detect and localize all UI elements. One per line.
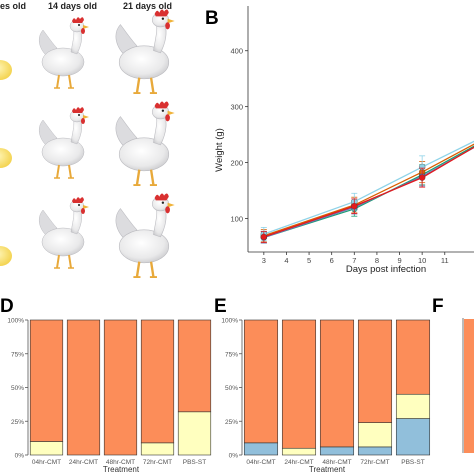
treatment-e-bar-segment: [319, 446, 355, 456]
weight-x-tick-label: 3: [262, 256, 266, 265]
weight-x-axis-label: Days post infection: [346, 264, 426, 275]
hen-icon-14d-row1: [38, 16, 90, 89]
hen-icon-21d-row1: [114, 8, 176, 95]
treatment-d-x-tick-label: 04hr-CMT: [32, 459, 61, 466]
weight-data-point: [260, 233, 267, 241]
treatment-e-x-tick-label: 48hr-CMT: [322, 459, 351, 466]
weight-x-tick-label: 8: [375, 256, 379, 265]
treatment-d-x-tick-label: PBS-ST: [183, 459, 207, 466]
panel-label-b: B: [205, 8, 219, 29]
hen-icon-14d-row3: [38, 196, 90, 269]
treatment-e-x-tick-label: 72hr-CMT: [360, 459, 389, 466]
treatment-e-y-tick-label: 75%: [225, 351, 238, 358]
panel-a-illustration: es old 14 days old 21 days old: [0, 1, 176, 279]
treatment-e-y-tick-label: 50%: [225, 385, 238, 392]
treatment-d-bar-segment: [177, 319, 212, 413]
treatment-d-bar-segment: [140, 442, 175, 456]
weight-x-tick-label: 11: [441, 256, 449, 265]
treatment-e-bar-segment: [281, 447, 317, 456]
treatment-d-bar-segment: [103, 319, 138, 456]
treatment-e-x-tick-label: PBS-ST: [401, 459, 425, 466]
treatment-d-y-tick-label: 50%: [11, 385, 24, 392]
treatment-e-bar-segment: [357, 422, 393, 448]
treatment-d-x-tick-label: 72hr-CMT: [143, 459, 172, 466]
treatment-e-x-tick-label: 04hr-CMT: [246, 459, 275, 466]
weight-data-point: [351, 203, 358, 210]
chick-icon-row2: [0, 144, 12, 168]
weight-x-tick-label: 7: [352, 256, 356, 265]
weight-line-chart: Weight (g) Days post infection 100 200 300…: [214, 6, 474, 275]
treatment-e-bar-segment: [243, 442, 279, 456]
treatment-x-axis-label-e: Treatment: [309, 465, 346, 474]
treatment-e-y-tick-label: 0%: [229, 453, 239, 460]
weight-data-point: [418, 174, 426, 181]
age-label-21days: 21 days old: [123, 1, 172, 11]
treatment-stacked-bar-chart-d: Treatment 0% 25% 50% 75% 100% 04hr-CMT 24hr-CM…: [7, 318, 212, 474]
treatment-e-bar-segment: [319, 319, 355, 448]
weight-y-tick-label: 200: [230, 159, 243, 168]
treatment-d-bar-segment: [29, 441, 64, 456]
weight-series-line-4: [263, 140, 474, 235]
treatment-d-x-tick-label: 24hr-CMT: [69, 459, 98, 466]
treatment-e-y-tick-label: 25%: [225, 419, 238, 426]
treatment-e-bar-segment: [395, 319, 431, 395]
treatment-e-y-tick-label: 100%: [221, 318, 238, 325]
treatment-e-x-tick-label: 24hr-CMT: [284, 459, 313, 466]
weight-series-line-5: [263, 146, 474, 238]
treatment-x-axis-label-d: Treatment: [103, 465, 140, 474]
panel-f-partial-chart: [462, 318, 474, 453]
chick-icon-row3: [0, 242, 12, 266]
hen-icon-14d-row2: [38, 106, 90, 179]
weight-x-tick-label: 5: [307, 256, 311, 265]
hen-icon-21d-row3: [114, 192, 176, 279]
treatment-d-bar-segment: [140, 319, 175, 444]
weight-y-axis-label: Weight (g): [214, 128, 225, 172]
treatment-d-y-tick-label: 25%: [11, 419, 24, 426]
chick-icon-row1: [0, 56, 12, 80]
weight-x-tick-label: 4: [284, 256, 288, 265]
treatment-d-x-tick-label: 48hr-CMT: [106, 459, 135, 466]
treatment-e-bar-segment: [281, 319, 317, 449]
treatment-e-bar-segment: [357, 319, 393, 423]
panel-label-d: D: [0, 296, 14, 317]
age-label-7days: es old: [0, 1, 26, 11]
treatment-stacked-bar-chart-e: Treatment 0% 25% 50% 75% 100% 04hr-CMT 24hr-CM…: [221, 318, 431, 474]
treatment-d-y-tick-label: 100%: [7, 318, 24, 325]
weight-y-tick-label: 400: [230, 47, 243, 56]
panel-label-e: E: [214, 296, 227, 317]
weight-x-tick-label: 9: [397, 256, 401, 265]
weight-y-tick-label: 100: [230, 214, 243, 223]
treatment-e-bar-segment: [357, 446, 393, 456]
weight-y-tick-label: 300: [230, 103, 243, 112]
treatment-d-y-tick-label: 0%: [15, 453, 25, 460]
weight-x-tick-label: 10: [418, 256, 426, 265]
age-label-14days: 14 days old: [48, 1, 97, 11]
treatment-e-bar-segment: [243, 319, 279, 444]
panel-label-f: F: [432, 296, 444, 317]
treatment-e-bar-segment: [395, 418, 431, 456]
treatment-d-bar-segment: [66, 319, 101, 456]
treatment-d-y-tick-label: 75%: [11, 351, 24, 358]
treatment-e-bar-segment: [395, 393, 431, 419]
hen-icon-21d-row2: [114, 100, 176, 187]
panel-f-bar: [464, 319, 474, 453]
treatment-d-bar-segment: [177, 411, 212, 456]
weight-series-line-2: [263, 143, 474, 237]
treatment-d-bar-segment: [29, 319, 64, 442]
weight-x-tick-label: 6: [330, 256, 334, 265]
